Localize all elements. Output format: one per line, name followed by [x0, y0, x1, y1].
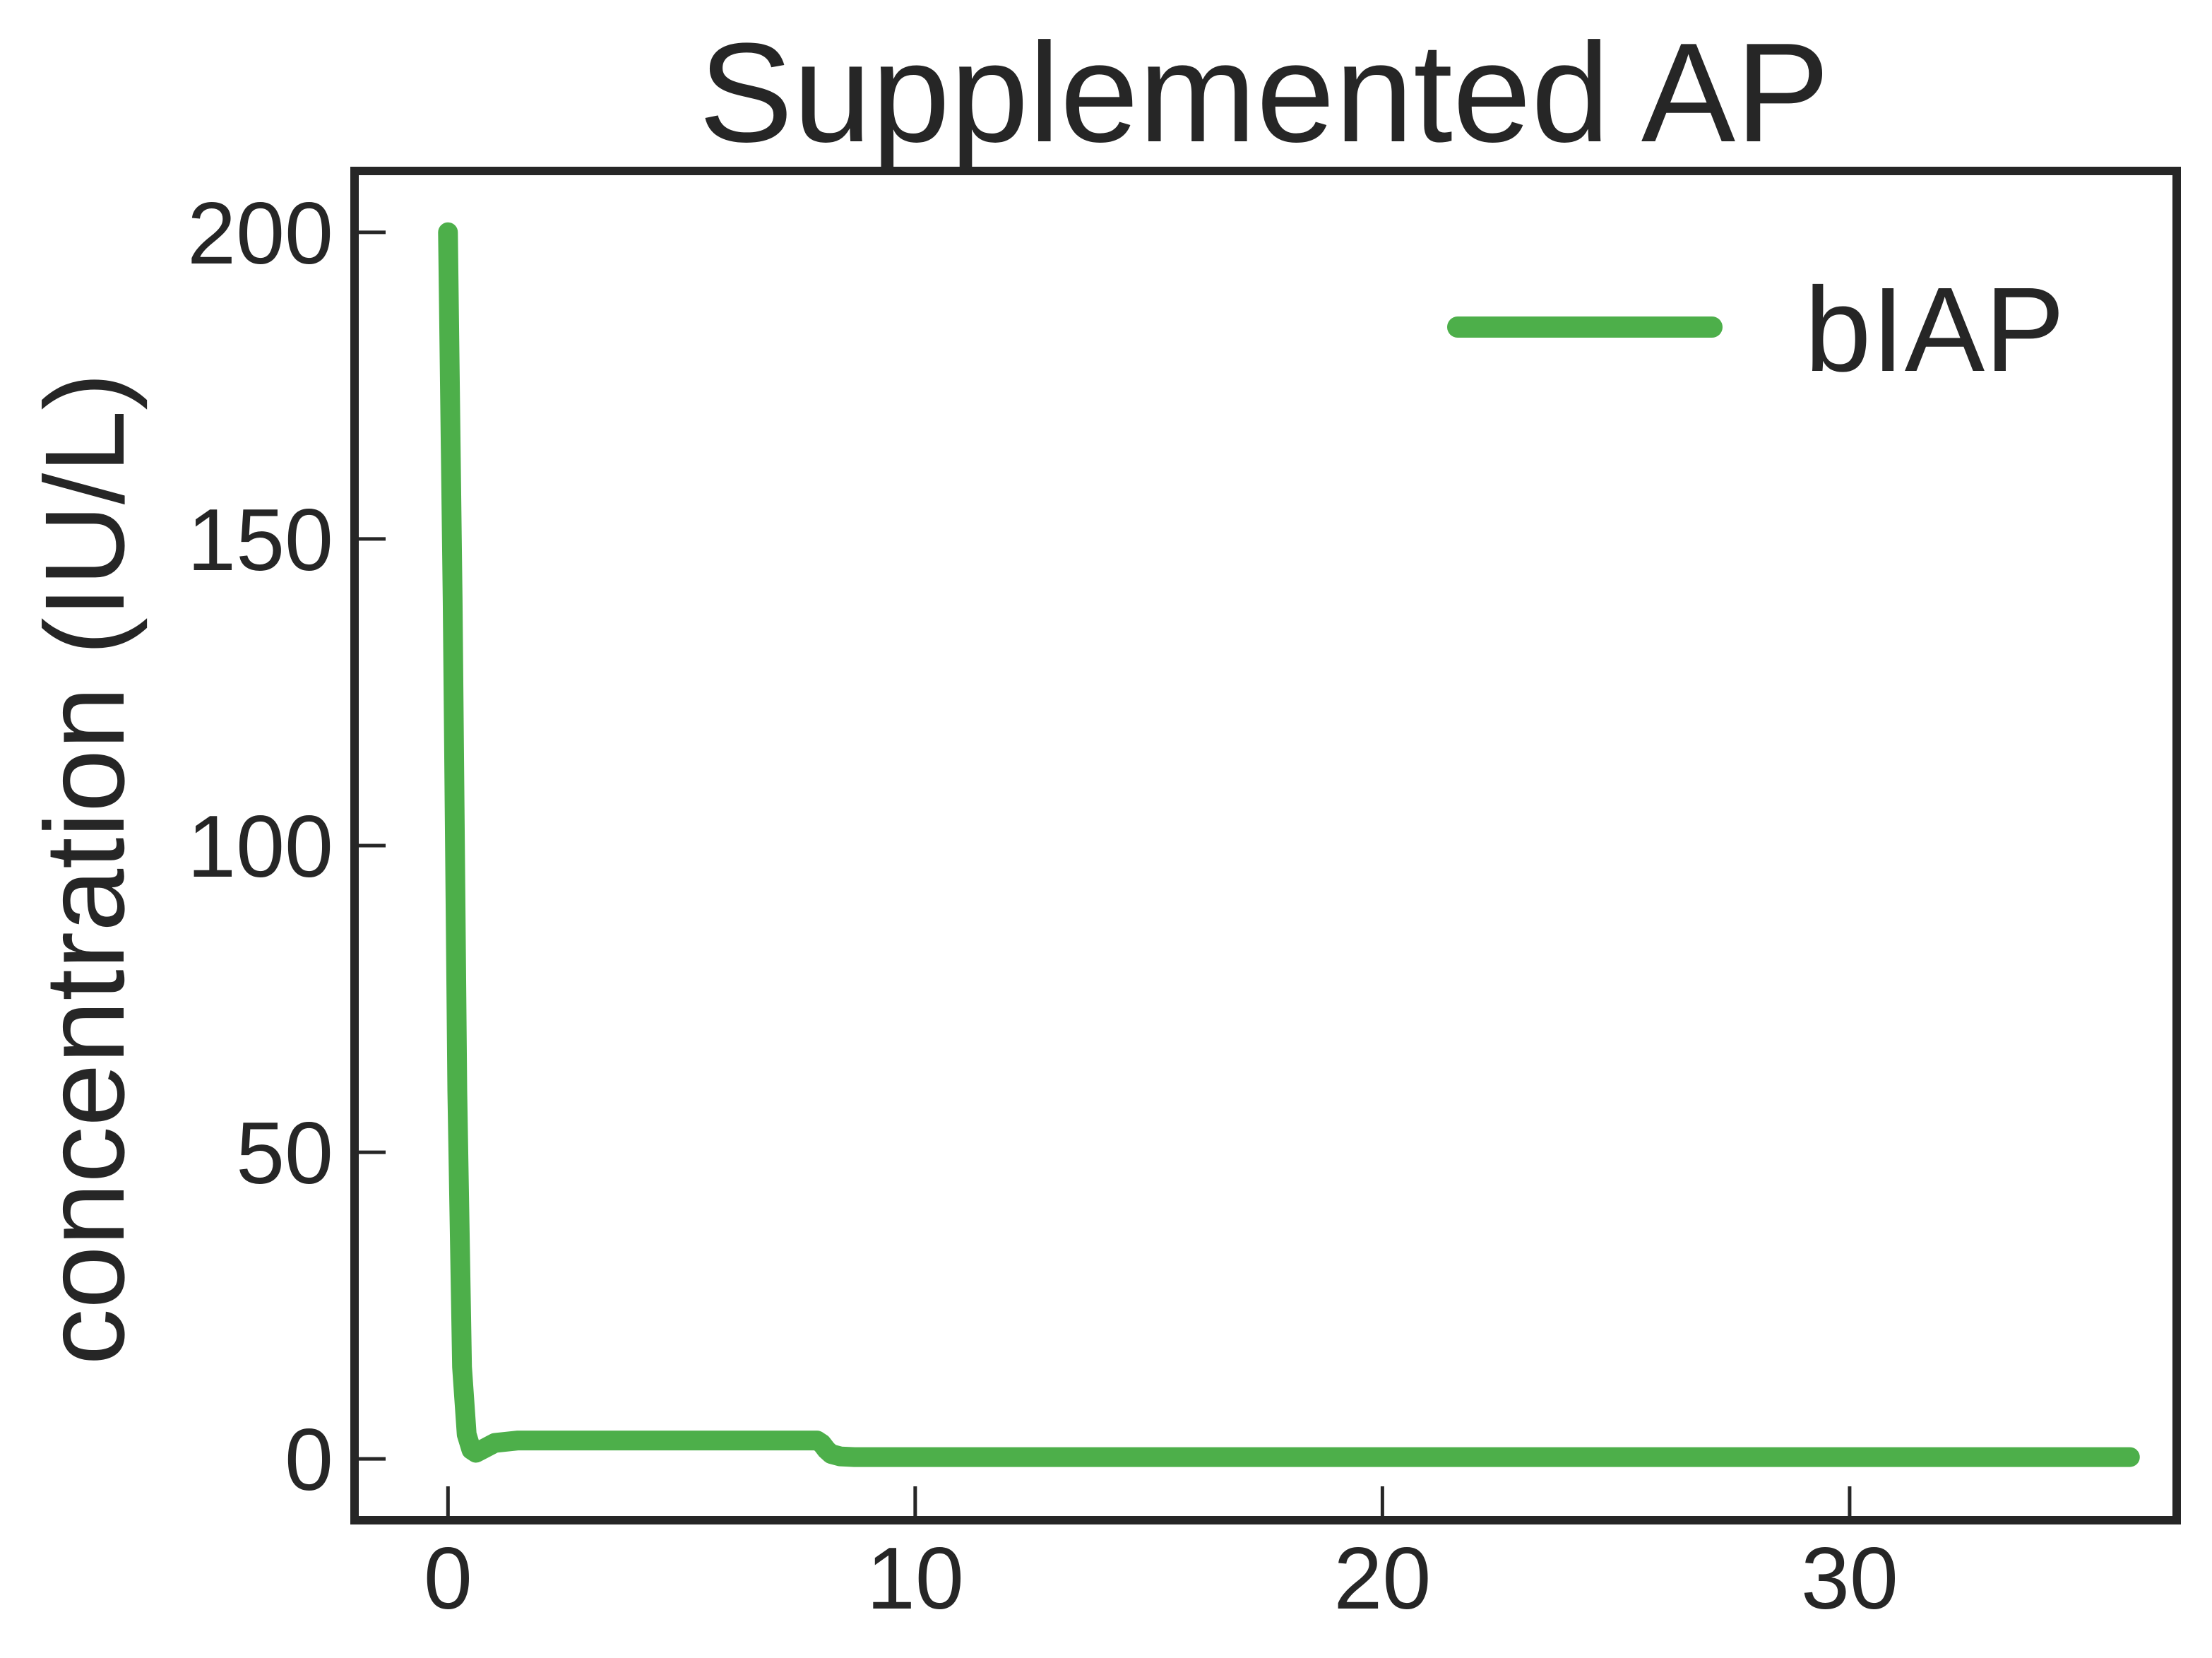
y-tick-label-2: 100 [187, 798, 333, 896]
y-tick-label-4: 200 [187, 185, 333, 283]
legend-label-blap: bIAP [1804, 263, 2065, 397]
plot-frame [350, 167, 2181, 1524]
y-tick-label-1: 50 [236, 1105, 333, 1202]
y-tick-label-3: 150 [187, 492, 333, 589]
series-line-biap [438, 222, 2140, 1467]
series-layer [438, 222, 2140, 1467]
x-tick-label-3: 30 [1801, 1530, 1898, 1628]
legend: bIAP [1447, 263, 2065, 397]
y-tick-label-0: 0 [285, 1411, 333, 1509]
x-tick-label-0: 0 [424, 1530, 472, 1628]
y-axis-label: concentration (IU/L) [21, 372, 148, 1365]
x-tick-label-2: 20 [1333, 1530, 1431, 1628]
chart-title: Supplemented AP [698, 14, 1829, 172]
tick-layer: 0 10 20 30 0 50 100 150 200 [187, 185, 1898, 1628]
x-tick-label-1: 10 [867, 1530, 964, 1628]
